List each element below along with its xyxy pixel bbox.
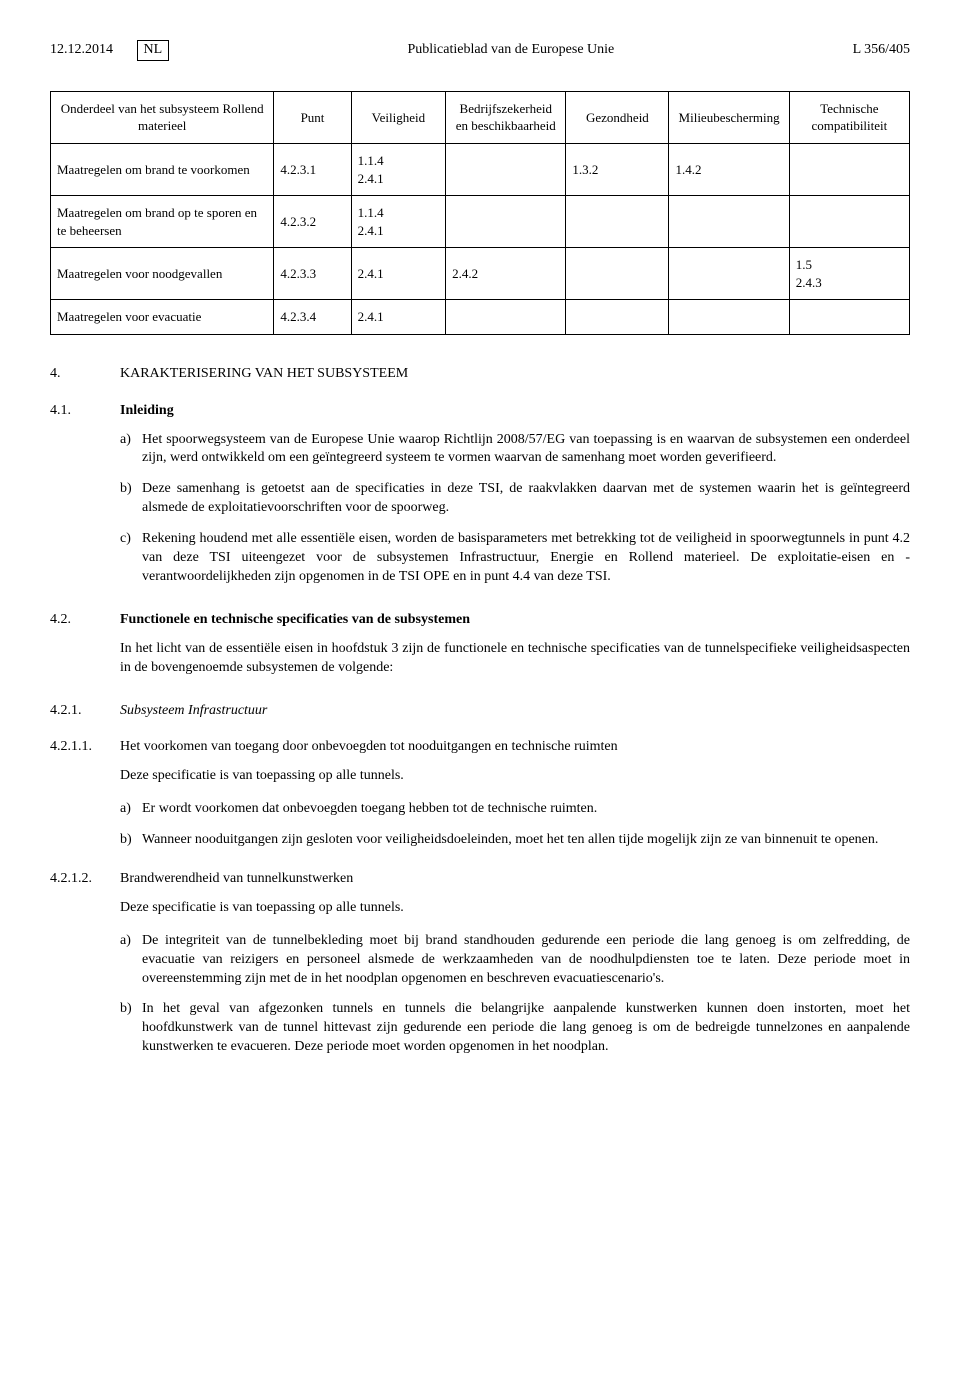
col-technische: Technische compatibiliteit [789, 91, 909, 143]
col-punt: Punt [274, 91, 351, 143]
section-4-2-1-num: 4.2.1. [50, 702, 120, 721]
label-b: b) [120, 831, 142, 850]
table-cell [566, 196, 669, 248]
section-4-2-1-title: Subsysteem Infrastructuur [120, 702, 267, 721]
label-a: a) [120, 431, 142, 469]
table-cell: Maatregelen voor evacuatie [51, 300, 274, 335]
journal-title: Publicatieblad van de Europese Unie [169, 41, 852, 60]
s4211-item-a: a) Er wordt voorkomen dat onbevoegden to… [120, 800, 910, 819]
table-cell: 1.52.4.3 [789, 248, 909, 300]
table-cell [789, 196, 909, 248]
s42-intro: In het licht van de essentiële eisen in … [120, 640, 910, 678]
table-cell: 2.4.1 [351, 248, 445, 300]
table-cell: 1.4.2 [669, 143, 789, 195]
table-cell: 1.1.42.4.1 [351, 143, 445, 195]
table-row: Maatregelen voor evacuatie4.2.3.42.4.1 [51, 300, 910, 335]
header-date: 12.12.2014 NL [50, 40, 169, 61]
label-b: b) [120, 1000, 142, 1057]
section-4-2-1-2-num: 4.2.1.2. [50, 870, 120, 889]
section-4-1-num: 4.1. [50, 402, 120, 421]
lang-box: NL [137, 40, 170, 61]
section-4: 4. KARAKTERISERING VAN HET SUBSYSTEEM [50, 365, 910, 384]
section-4-1: 4.1. Inleiding [50, 402, 910, 421]
table-cell [446, 143, 566, 195]
s4211-b-text: Wanneer nooduitgangen zijn gesloten voor… [142, 831, 910, 850]
table-cell: 4.2.3.2 [274, 196, 351, 248]
s41-a-text: Het spoorwegsysteem van de Europese Unie… [142, 431, 910, 469]
s41-b-text: Deze samenhang is getoetst aan de specif… [142, 480, 910, 518]
section-4-title: KARAKTERISERING VAN HET SUBSYSTEEM [120, 365, 408, 384]
table-cell [446, 300, 566, 335]
table-cell: 1.1.42.4.1 [351, 196, 445, 248]
table-cell: 4.2.3.3 [274, 248, 351, 300]
table-cell [566, 300, 669, 335]
page-header: 12.12.2014 NL Publicatieblad van de Euro… [50, 40, 910, 61]
s41-item-c: c) Rekening houdend met alle essentiële … [120, 530, 910, 587]
col-bedrijfszekerheid: Bedrijfszeker­heid en beschikbaar­heid [446, 91, 566, 143]
section-4-1-title: Inleiding [120, 402, 174, 421]
s4211-intro: Deze specificatie is van toepassing op a… [120, 767, 910, 786]
section-4-2: 4.2. Functionele en technische specifica… [50, 611, 910, 630]
section-4-2-1-1: 4.2.1.1. Het voorkomen van toegang door … [50, 738, 910, 757]
table-cell: 4.2.3.4 [274, 300, 351, 335]
section-4-2-1-2: 4.2.1.2. Brandwerendheid van tunnelkunst… [50, 870, 910, 889]
table-cell [669, 248, 789, 300]
s4212-a-text: De integriteit van de tunnelbekleding mo… [142, 932, 910, 989]
table-cell: Maatregelen voor noodge­vallen [51, 248, 274, 300]
section-4-2-1: 4.2.1. Subsysteem Infrastructuur [50, 702, 910, 721]
s4212-item-b: b) In het geval van afgezonken tunnels e… [120, 1000, 910, 1057]
table-cell: 2.4.2 [446, 248, 566, 300]
s4212-b-text: In het geval van afgezonken tunnels en t… [142, 1000, 910, 1057]
s4211-a-text: Er wordt voorkomen dat onbevoegden toega… [142, 800, 910, 819]
table-cell: 2.4.1 [351, 300, 445, 335]
table-cell [789, 300, 909, 335]
table-row: Maatregelen om brand te voorkomen4.2.3.1… [51, 143, 910, 195]
col-milieu: Milieubescher­ming [669, 91, 789, 143]
table-cell [566, 248, 669, 300]
s4212-intro: Deze specificatie is van toepassing op a… [120, 899, 910, 918]
label-c: c) [120, 530, 142, 587]
col-onderdeel: Onderdeel van het subsysteem Rollend mat… [51, 91, 274, 143]
table-row: Maatregelen voor noodge­vallen4.2.3.32.4… [51, 248, 910, 300]
table-cell [446, 196, 566, 248]
section-4-2-1-2-title: Brandwerendheid van tunnelkunstwerken [120, 870, 353, 889]
table-cell [669, 300, 789, 335]
table-row: Maatregelen om brand op te sporen en te … [51, 196, 910, 248]
s41-c-text: Rekening houdend met alle essentiële eis… [142, 530, 910, 587]
section-4-2-1-1-num: 4.2.1.1. [50, 738, 120, 757]
label-a: a) [120, 932, 142, 989]
s4212-item-a: a) De integriteit van de tunnelbekleding… [120, 932, 910, 989]
section-4-num: 4. [50, 365, 120, 384]
table-cell: 1.3.2 [566, 143, 669, 195]
section-4-2-1-1-title: Het voorkomen van toegang door onbevoegd… [120, 738, 618, 757]
table-cell [789, 143, 909, 195]
table-cell: Maatregelen om brand te voorkomen [51, 143, 274, 195]
section-4-2-title: Functionele en technische specificaties … [120, 611, 470, 630]
label-b: b) [120, 480, 142, 518]
table-cell: Maatregelen om brand op te sporen en te … [51, 196, 274, 248]
requirements-table: Onderdeel van het subsysteem Rollend mat… [50, 91, 910, 335]
s4211-item-b: b) Wanneer nooduitgangen zijn gesloten v… [120, 831, 910, 850]
table-cell: 4.2.3.1 [274, 143, 351, 195]
s41-item-a: a) Het spoorwegsysteem van de Europese U… [120, 431, 910, 469]
date-text: 12.12.2014 [50, 42, 113, 57]
col-gezondheid: Gezondheid [566, 91, 669, 143]
label-a: a) [120, 800, 142, 819]
section-4-2-num: 4.2. [50, 611, 120, 630]
col-veiligheid: Veiligheid [351, 91, 445, 143]
table-cell [669, 196, 789, 248]
s41-item-b: b) Deze samenhang is getoetst aan de spe… [120, 480, 910, 518]
table-header-row: Onderdeel van het subsysteem Rollend mat… [51, 91, 910, 143]
page-number: L 356/405 [853, 41, 910, 60]
